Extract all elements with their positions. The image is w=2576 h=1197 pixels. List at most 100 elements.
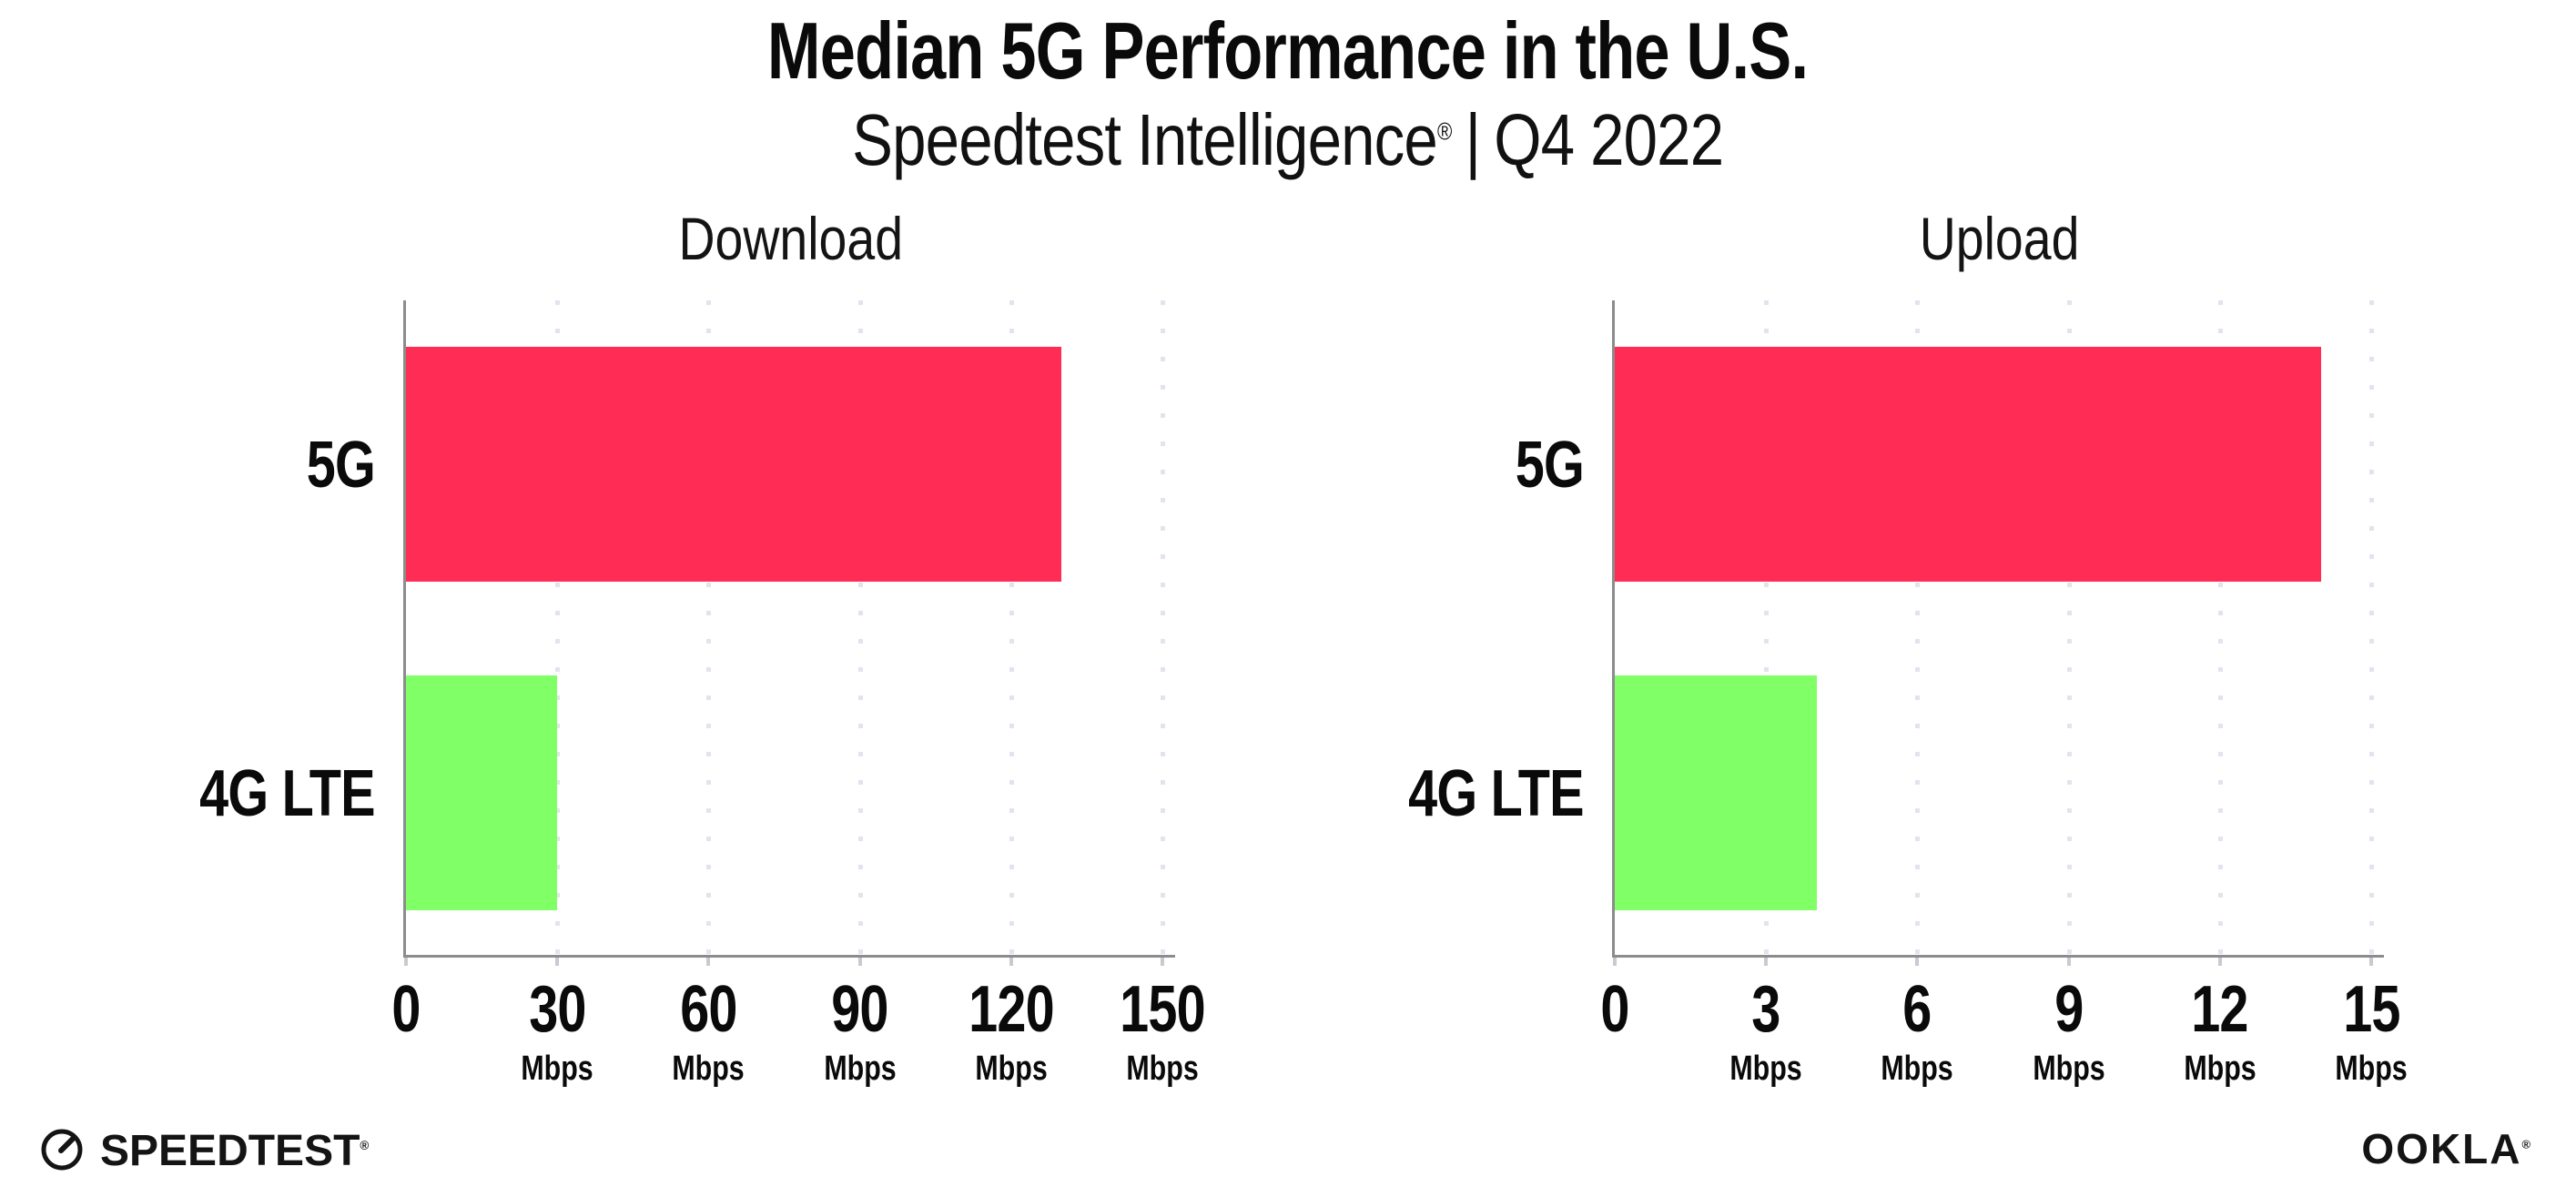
x-tick-value-text: 3 (1751, 973, 1781, 1046)
x-tick-unit: Mbps (2326, 1051, 2416, 1086)
x-tick-value: 90 (815, 977, 905, 1042)
axis-tick (404, 958, 408, 966)
x-tick-value: 9 (2023, 977, 2114, 1042)
category-label-text: 4G LTE (1408, 756, 1584, 830)
x-tick-value: 0 (1597, 977, 1632, 1042)
x-tick-value-text: 0 (1600, 973, 1629, 1046)
speedtest-registered-mark: ® (360, 1139, 370, 1152)
x-tick-label-30: 30 Mbps (512, 977, 603, 1086)
x-tick-label-60: 60 Mbps (664, 977, 754, 1086)
download-chart-plot: Download 5G 4G LTE 0 30 Mbps 60 Mbps 90 Mbps 120 M… (199, 205, 1205, 1086)
x-tick-value-text: 60 (680, 973, 737, 1046)
x-tick-value: 12 (2175, 977, 2265, 1042)
x-tick-label-6: 6 Mbps (1872, 977, 1962, 1086)
axis-tick (1613, 958, 1617, 966)
header: Median 5G Performance in the U.S. Speedt… (0, 5, 2576, 182)
x-tick-label-9: 9 Mbps (2023, 977, 2114, 1086)
x-tick-unit-text: Mbps (2032, 1050, 2105, 1088)
axis-tick (1009, 958, 1013, 966)
x-tick-value: 150 (1109, 977, 1215, 1042)
x-tick-unit: Mbps (1109, 1051, 1215, 1086)
x-tick-value: 30 (512, 977, 603, 1042)
x-tick-unit: Mbps (815, 1051, 905, 1086)
x-tick-unit-text: Mbps (1126, 1050, 1199, 1088)
x-tick-label-120: 120 Mbps (958, 977, 1064, 1086)
x-tick-unit-text: Mbps (1729, 1050, 1802, 1088)
ookla-registered-mark: ® (2521, 1137, 2532, 1151)
gridline (1764, 300, 1770, 955)
axis-tick (1161, 958, 1164, 966)
bar-5g (406, 347, 1062, 582)
category-label-text: 4G LTE (199, 756, 375, 830)
category-label-4g-lte: 4G LTE (156, 629, 375, 958)
speedtest-logo-text: SPEEDTEST® (100, 1127, 370, 1175)
x-tick-unit: Mbps (2175, 1051, 2265, 1086)
x-tick-unit: Mbps (1721, 1051, 1811, 1086)
x-tick-value-text: 90 (831, 973, 888, 1046)
gridline (1009, 300, 1014, 955)
axis-tick (555, 958, 560, 966)
category-label-5g: 5G (289, 300, 376, 629)
bar-4g-lte (406, 675, 558, 910)
speedtest-logo: SPEEDTEST® (38, 1125, 369, 1177)
bar-row: 4G LTE (199, 629, 1175, 958)
x-tick-unit: Mbps (664, 1051, 754, 1086)
bar-5g (1615, 347, 2321, 582)
category-label-text: 5G (306, 428, 376, 502)
x-tick-unit-text: Mbps (975, 1050, 1048, 1088)
x-tick-label-3: 3 Mbps (1721, 977, 1811, 1086)
x-tick-unit-text: Mbps (521, 1050, 593, 1088)
x-tick-value-text: 9 (2054, 973, 2084, 1046)
x-tick-value: 120 (958, 977, 1064, 1042)
category-label-text: 5G (1515, 428, 1585, 502)
ookla-logo-text: OOKLA® (2361, 1125, 2532, 1172)
gridline (555, 300, 561, 955)
x-tick-unit: Mbps (1872, 1051, 1962, 1086)
bar-row: 5G (307, 300, 1175, 629)
gridline (2066, 300, 2072, 955)
x-tick-unit-text: Mbps (672, 1050, 745, 1088)
upload-chart-plot: Upload 5G 4G LTE 0 3 Mbps 6 Mbps 9 Mbps 12 Mbps 15 M… (1408, 205, 2407, 1086)
gridline (2217, 300, 2223, 955)
bar-row: 4G LTE (1408, 629, 2384, 958)
axis-tick (2066, 958, 2071, 966)
x-tick-label-12: 12 Mbps (2175, 977, 2265, 1086)
x-tick-value: 6 (1872, 977, 1962, 1042)
axis-tick (2217, 958, 2222, 966)
category-label-4g-lte: 4G LTE (1364, 629, 1584, 958)
x-tick-value: 15 (2326, 977, 2416, 1042)
subtitle-divider: | (1465, 99, 1481, 181)
x-tick-unit-text: Mbps (2184, 1050, 2257, 1088)
x-tick-value: 60 (664, 977, 754, 1042)
gridline (1915, 300, 1921, 955)
x-axis-labels: 0 30 Mbps 60 Mbps 90 Mbps 120 Mbps 150 Mbps (391, 955, 1205, 1110)
axis-tick (857, 958, 862, 966)
x-tick-value-text: 30 (528, 973, 586, 1046)
upload-chart-title: Upload (1919, 205, 2080, 272)
gridline (857, 300, 863, 955)
x-tick-value-text: 6 (1902, 973, 1932, 1046)
x-tick-unit: Mbps (2023, 1051, 2114, 1086)
speedtest-gauge-icon (38, 1125, 86, 1177)
x-tick-value-text: 12 (2191, 973, 2249, 1046)
x-tick-unit: Mbps (512, 1051, 603, 1086)
x-tick-unit: Mbps (958, 1051, 1064, 1086)
x-axis-labels: 0 3 Mbps 6 Mbps 9 Mbps 12 Mbps 15 Mbps (1600, 955, 2407, 1110)
page-subtitle: Speedtest Intelligence® | Q4 2022 (0, 98, 2576, 182)
x-tick-unit-text: Mbps (2335, 1050, 2408, 1088)
x-tick-unit-text: Mbps (823, 1050, 897, 1088)
x-tick-label-0: 0 (1597, 977, 1632, 1042)
bar-row: 5G (1516, 300, 2384, 629)
x-tick-value: 0 (388, 977, 423, 1042)
x-tick-label-0: 0 (388, 977, 423, 1042)
subtitle-period: Q4 2022 (1494, 99, 1725, 181)
category-label-5g: 5G (1498, 300, 1585, 629)
x-tick-unit-text: Mbps (1881, 1050, 1954, 1088)
gridline (2369, 300, 2374, 955)
bar-4g-lte (1615, 675, 1817, 910)
axis-tick (1915, 958, 1920, 966)
gridline (706, 300, 712, 955)
x-tick-label-90: 90 Mbps (815, 977, 905, 1086)
page-title: Median 5G Performance in the U.S. (767, 5, 1809, 96)
